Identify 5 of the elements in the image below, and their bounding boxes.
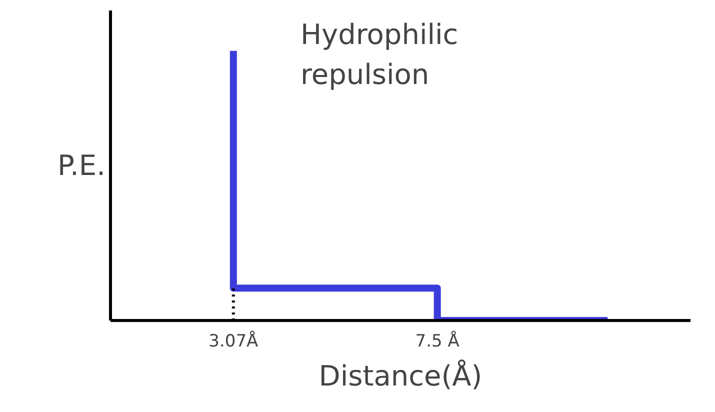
x-tick-label: 3.07Å — [208, 330, 259, 352]
x-tick-label: 7.5 Å — [415, 330, 460, 352]
x-axis-title: Distance(Å) — [318, 360, 482, 392]
y-axis-title: P.E. — [57, 149, 106, 182]
annotation: Hydrophilic repulsion — [300, 18, 458, 91]
